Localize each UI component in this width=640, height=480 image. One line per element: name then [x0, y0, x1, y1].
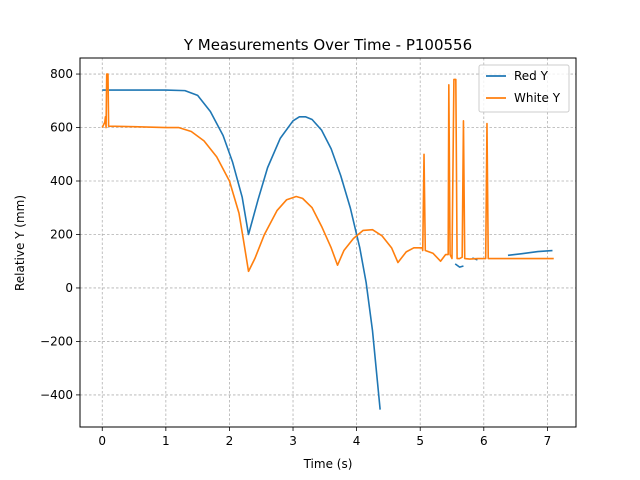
y-tick-label: −400: [40, 388, 73, 402]
y-tick-label: 600: [50, 121, 73, 135]
series-white-y: [101, 73, 554, 273]
series-line: [102, 89, 381, 410]
series-line: [454, 263, 464, 268]
x-tick-label: 2: [226, 434, 234, 448]
x-tick-label: 3: [289, 434, 297, 448]
y-axis: −400 −200 0 200 400 600 800: [40, 67, 80, 402]
x-tick-label: 5: [416, 434, 424, 448]
x-tick-label: 6: [480, 434, 488, 448]
x-tick-label: 7: [544, 434, 552, 448]
legend: Red Y White Y: [478, 64, 570, 113]
legend-label-white-y: White Y: [514, 91, 561, 105]
series-line: [101, 73, 554, 273]
y-axis-label: Relative Y (mm): [13, 195, 27, 291]
chart-title: Y Measurements Over Time - P100556: [183, 36, 472, 54]
x-tick-label: 1: [162, 434, 170, 448]
x-tick-label: 0: [98, 434, 106, 448]
grid: [80, 58, 576, 427]
legend-label-red-y: Red Y: [514, 69, 549, 83]
x-axis: 0 1 2 3 4 5 6 7: [98, 427, 551, 448]
x-tick-label: 4: [353, 434, 361, 448]
series-line: [507, 249, 553, 257]
y-tick-label: 200: [50, 227, 73, 241]
y-tick-label: 800: [50, 67, 73, 81]
y-tick-label: −200: [40, 334, 73, 348]
y-tick-label: 400: [50, 174, 73, 188]
y-tick-label: 0: [65, 281, 73, 295]
x-axis-label: Time (s): [303, 457, 353, 471]
plot-frame: [79, 57, 577, 428]
series-layer: [101, 73, 554, 410]
